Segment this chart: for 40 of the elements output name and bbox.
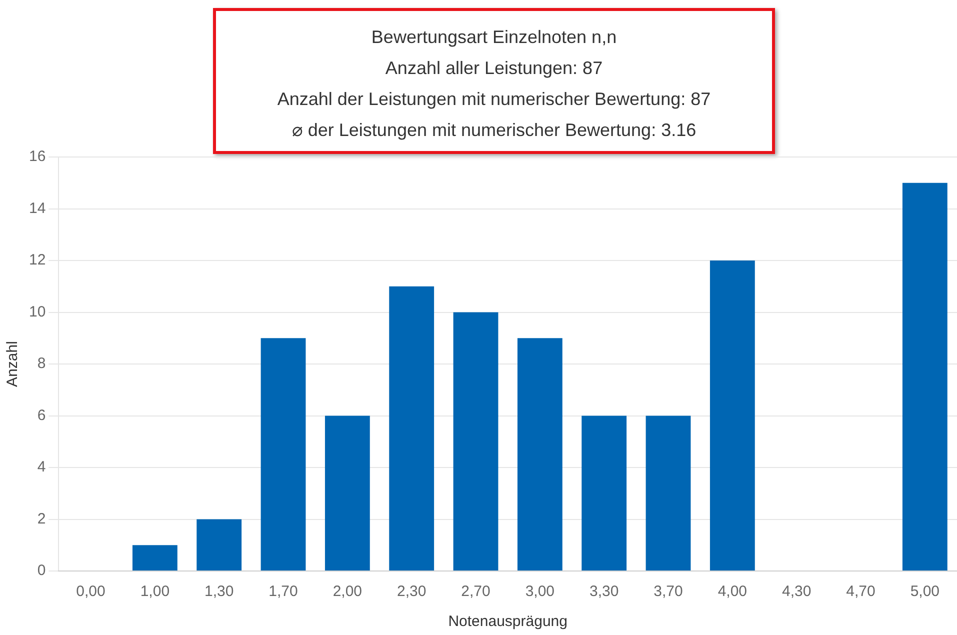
text: ⌀ der Leistungen mit numerischer Bewertung: 3.16	[290, 119, 698, 142]
y-tick-label: 2	[37, 510, 46, 528]
bar	[132, 545, 178, 570]
x-tick-label: 1,70	[268, 583, 298, 600]
y-tick-label: 4	[37, 458, 46, 476]
x-tick-label: 2,30	[396, 583, 426, 600]
bar	[582, 416, 627, 570]
bar	[710, 260, 755, 570]
y-tick-label: 0	[37, 562, 46, 580]
x-tick-label: 1,30	[204, 583, 234, 600]
bar	[196, 519, 242, 570]
x-tick-label: 4,70	[846, 583, 876, 600]
x-tick-label: 2,00	[332, 583, 362, 600]
x-tick-label: 2,70	[461, 583, 490, 600]
y-axis-title: Anzahl	[4, 341, 22, 387]
x-axis-title: Notenausprägung	[448, 613, 568, 630]
chart-title: Bewertungsart Einzelnoten n,n	[370, 26, 618, 49]
x-tick-label: 3,70	[654, 583, 683, 600]
bar	[324, 416, 370, 570]
x-tick-label: 4,00	[718, 583, 748, 600]
y-tick-label: 12	[28, 252, 46, 269]
text: Anzahl der Leistungen mit numerischer Bewertung: 87	[276, 88, 712, 111]
bar	[260, 338, 306, 570]
y-tick-label: 8	[37, 355, 46, 372]
x-tick-label: 3,00	[525, 583, 555, 600]
y-tick-label: 10	[28, 303, 46, 320]
x-tick-label: 1,00	[140, 583, 170, 600]
x-tick-label: 4,30	[782, 583, 812, 600]
text: Anzahl aller Leistungen: 87	[384, 57, 604, 80]
y-tick-label: 14	[28, 200, 46, 217]
bar	[902, 182, 948, 570]
x-tick-label: 0,00	[76, 583, 106, 600]
y-tick-label: 6	[37, 406, 46, 424]
bar	[453, 312, 498, 570]
bar	[517, 338, 562, 570]
bar	[389, 286, 434, 570]
bar	[646, 416, 691, 570]
y-tick-label: 16	[28, 148, 46, 166]
x-tick-label: 3,30	[589, 583, 619, 600]
x-tick-label: 5,00	[910, 583, 940, 600]
